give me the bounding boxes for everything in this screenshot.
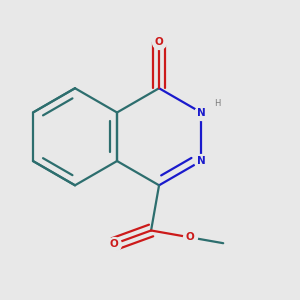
Text: N: N <box>197 107 206 118</box>
Text: O: O <box>110 239 118 249</box>
Text: O: O <box>186 232 195 242</box>
Text: N: N <box>197 156 206 166</box>
Text: H: H <box>214 99 220 108</box>
Text: O: O <box>155 38 164 47</box>
